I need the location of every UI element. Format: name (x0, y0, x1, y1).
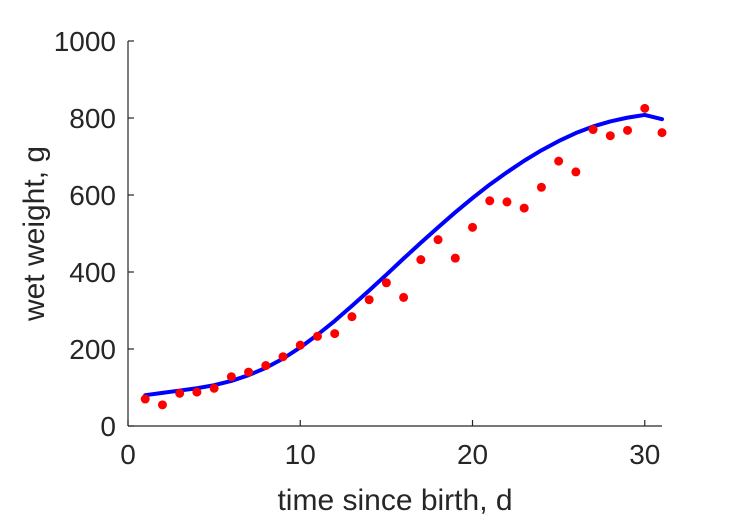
data-point (226, 372, 236, 382)
y-tick-label: 0 (100, 411, 116, 442)
data-point (640, 103, 650, 113)
data-point (330, 329, 340, 339)
data-point (657, 128, 667, 138)
data-point (502, 197, 512, 207)
data-point (295, 340, 305, 350)
y-axis-title: wet weight, g (18, 146, 51, 322)
data-point (588, 125, 598, 135)
data-point (399, 292, 409, 302)
data-point (140, 394, 150, 404)
y-tick-label: 200 (69, 334, 116, 365)
data-point (485, 196, 495, 206)
data-point (312, 331, 322, 341)
data-point (244, 367, 254, 377)
data-point (175, 388, 185, 398)
x-tick-label: 0 (120, 439, 136, 470)
data-point (364, 295, 374, 305)
data-point (571, 167, 581, 177)
x-tick-label: 20 (457, 439, 488, 470)
fit-line (143, 112, 664, 398)
axes: 0 200 400 600 800 1000 0 10 20 30 (54, 26, 662, 470)
data-point (623, 125, 633, 135)
data-point (554, 156, 564, 166)
y-tick-label: 600 (69, 180, 116, 211)
data-point (347, 312, 357, 322)
data-point (261, 361, 271, 371)
data-point (536, 182, 546, 192)
data-point (278, 352, 288, 362)
data-point (209, 383, 219, 393)
data-point (157, 400, 167, 410)
x-ticks: 0 10 20 30 (120, 420, 660, 470)
y-ticks: 0 200 400 600 800 1000 (54, 26, 134, 442)
data-point (468, 222, 478, 232)
data-point (192, 387, 202, 397)
x-tick-label: 10 (285, 439, 316, 470)
y-tick-label: 1000 (54, 26, 116, 57)
data-point (605, 131, 615, 141)
x-axis-title: time since birth, d (277, 484, 512, 517)
data-point (519, 203, 529, 213)
data-point (381, 278, 391, 288)
y-tick-label: 800 (69, 103, 116, 134)
x-tick-label: 30 (629, 439, 660, 470)
data-point (416, 255, 426, 265)
y-tick-label: 400 (69, 257, 116, 288)
data-point (433, 235, 443, 245)
data-point (450, 253, 460, 263)
series-layer (140, 103, 667, 410)
